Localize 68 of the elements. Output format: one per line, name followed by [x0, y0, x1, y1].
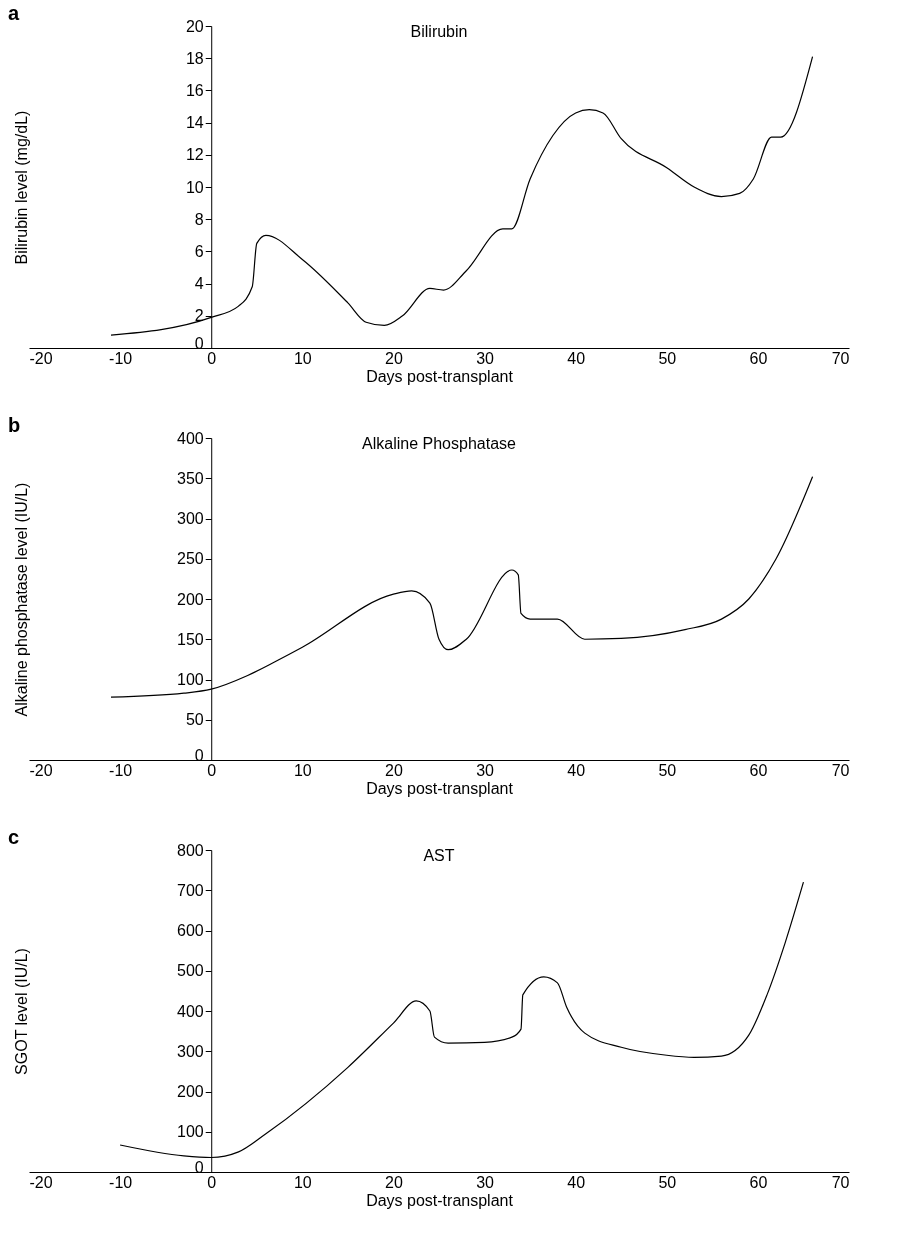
x-tick-label: -20: [29, 1173, 53, 1191]
chart-title: Alkaline Phosphatase: [362, 435, 517, 452]
text: b: [8, 414, 21, 437]
y-axis-title: SGOT level (IU/L): [12, 948, 30, 1075]
x-tick-label: 60: [749, 349, 768, 367]
y-tick-label: 4: [194, 275, 204, 293]
y-tick-label: 100: [177, 1123, 204, 1141]
text: c: [8, 826, 20, 849]
x-tick-label: 60: [749, 1173, 768, 1191]
y-tick-label: 100: [177, 671, 204, 688]
x-tick-label: 0: [207, 761, 217, 779]
x-tick-label: 30: [476, 761, 495, 779]
chart-title: AST: [423, 847, 455, 864]
x-tick-label: 60: [749, 761, 768, 779]
chart-title: Bilirubin: [410, 23, 468, 40]
x-tick-label: 20: [385, 1173, 403, 1191]
x-tick-label: 70: [831, 349, 850, 367]
y-tick-label: 8: [194, 210, 204, 228]
y-axis-title: Bilirubin level (mg/dL): [12, 110, 30, 265]
y-tick-label: 200: [177, 590, 204, 608]
y-tick-label: 12: [185, 146, 204, 164]
x-tick-label: 20: [385, 761, 403, 779]
x-axis-title: Days post-transplant: [366, 779, 514, 797]
x-tick-label: 70: [831, 761, 850, 779]
y-tick-label: 600: [177, 922, 204, 939]
text: a: [8, 2, 20, 25]
x-tick-label: 70: [831, 1173, 850, 1191]
y-tick-label: 20: [185, 17, 204, 35]
y-tick-label: 10: [185, 178, 204, 196]
x-tick-label: -20: [29, 349, 53, 367]
y-tick-label: 300: [177, 1042, 204, 1060]
x-tick-label: 50: [658, 761, 677, 779]
y-tick-label: 250: [177, 550, 204, 568]
x-tick-label: 30: [476, 1173, 495, 1191]
x-tick-label: 50: [658, 349, 677, 367]
x-axis-title: Days post-transplant: [366, 1191, 514, 1209]
y-tick-label: 200: [177, 1083, 204, 1100]
y-tick-label: 400: [177, 429, 204, 447]
y-tick-label: 800: [177, 841, 204, 859]
x-tick-label: 30: [476, 349, 495, 367]
x-tick-label: 10: [293, 761, 312, 779]
y-tick-label: 50: [185, 711, 204, 729]
y-tick-label: 350: [177, 469, 204, 487]
y-tick-label: 150: [177, 630, 204, 648]
x-tick-label: -20: [29, 761, 53, 779]
x-tick-label: -10: [109, 761, 133, 779]
x-tick-label: 40: [567, 761, 586, 779]
y-tick-label: 500: [177, 962, 204, 980]
x-tick-label: -10: [109, 1173, 133, 1191]
y-tick-label: 400: [177, 1002, 204, 1020]
x-tick-label: 10: [293, 349, 312, 367]
x-tick-label: 10: [293, 1173, 312, 1191]
x-axis-title: Days post-transplant: [366, 367, 514, 385]
y-tick-label: 2: [194, 307, 204, 325]
y-tick-label: 14: [185, 114, 204, 132]
x-tick-label: 50: [658, 1173, 677, 1191]
x-tick-label: 40: [567, 1173, 586, 1191]
x-tick-label: 40: [567, 349, 586, 367]
x-tick-label: 0: [207, 349, 217, 367]
x-tick-label: 20: [385, 349, 403, 367]
y-tick-label: 700: [177, 881, 204, 899]
x-tick-label: 0: [207, 1173, 217, 1191]
y-tick-label: 6: [194, 242, 204, 260]
y-tick-label: 18: [185, 49, 204, 67]
y-tick-label: 16: [185, 81, 204, 99]
x-tick-label: -10: [109, 349, 133, 367]
y-axis-title: Alkaline phosphatase level (IU/L): [12, 482, 30, 717]
y-tick-label: 300: [177, 510, 204, 527]
